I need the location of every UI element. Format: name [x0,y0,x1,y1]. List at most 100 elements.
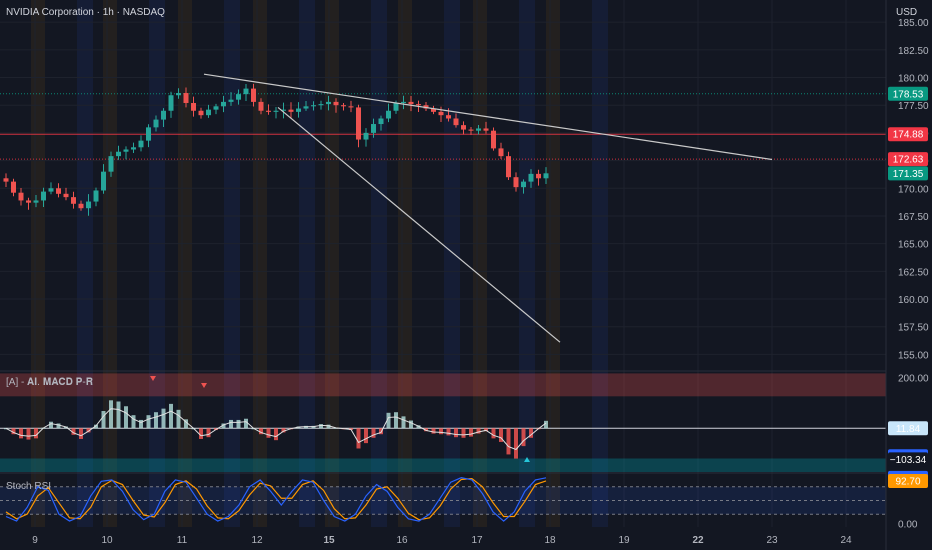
trendline-lower [277,106,561,343]
macd-histogram-bar [544,420,548,429]
macd-histogram-bar [161,408,166,429]
macd-oversold-zone [0,458,886,472]
macd-value-tag-bg [888,421,928,436]
candle-body [206,109,211,116]
candle-body [273,110,279,112]
candle-body [408,101,414,105]
price-tick-label: 177.50 [898,101,929,112]
macd-sell-marker [150,376,156,381]
price-tick-label: 162.50 [898,267,929,278]
time-tick-label: 23 [766,535,778,546]
macd-histogram-bar [79,428,83,439]
candle-body [26,200,31,203]
candle-body [183,93,189,103]
currency-label[interactable]: USD [896,7,917,18]
candle-body [101,171,106,191]
candle-body [483,128,489,131]
macd-sell-marker [201,383,207,388]
macd-value-tag: −103.34 [890,455,927,466]
candle-body [506,156,511,178]
macd-histogram-bar [514,428,518,459]
macd-histogram-bar [86,428,91,433]
macd-histogram-bar [101,411,106,429]
macd-histogram-bar [244,418,248,429]
candle-body [191,102,196,111]
price-tick-label: 165.00 [898,240,929,251]
macd-histogram-bar [274,428,278,441]
candle-body [461,125,466,130]
candle-body [71,197,76,204]
candle-body [543,173,549,179]
time-tick-label: 9 [32,535,38,546]
candle-body [176,93,181,96]
macd-histogram-bar [139,419,143,429]
time-tick-label: 17 [471,535,483,546]
last-price-tag-bg [888,166,928,181]
candle-body [446,115,451,119]
macd-histogram-bar [356,428,361,449]
candle-body [18,192,24,201]
candle-body [281,109,286,111]
macd-histogram-bar [506,428,511,455]
macd-histogram-bar [371,428,376,438]
trendline-upper [203,73,773,161]
macd-histogram-bar [259,428,263,435]
price-tick-label: 180.00 [898,74,929,85]
candle-body [168,95,174,111]
candle-body [378,118,384,125]
candle-body [243,88,249,95]
candle-body [476,128,481,131]
macd-buy-marker [524,457,530,462]
macd-histogram-bar [499,428,503,442]
macd-histogram-bar [439,428,443,435]
price-tick-label: 185.00 [898,18,929,29]
time-tick-label: 24 [840,535,852,546]
candle-body [236,94,241,100]
price-level-tag: 178.53 [893,89,924,100]
stoch-k-line [5,477,547,522]
price-tick-label: 157.50 [898,323,929,334]
macd-histogram-bar [401,416,406,429]
price-level-tag-bg [888,152,928,167]
candle-body [221,101,226,107]
macd-histogram-bar [34,428,38,439]
price-tick-label: 182.50 [898,46,929,57]
last-price-tag: 171.35 [893,169,924,180]
macd-value-tag-bg [888,452,928,467]
stoch-d-line [5,477,547,521]
candle-body [123,149,129,152]
candle-body [48,188,54,192]
macd-histogram-bar [266,428,271,438]
stoch-rsi-title: Stoch RSI [6,481,51,492]
candle-body [303,106,309,109]
macd-histogram-bar [206,428,211,438]
candle-body [513,177,519,188]
macd-value-tag: 11.84 [896,424,921,435]
macd-histogram-bar [176,409,181,429]
macd-histogram-bar [281,428,286,433]
candle-body [416,104,421,106]
candle-body [11,181,16,193]
candle-body [468,129,474,131]
macd-histogram-bar [484,428,488,432]
time-tick-label: 15 [323,535,335,546]
macd-histogram-bar [416,425,421,429]
candle-body [326,101,331,105]
macd-histogram-bar [229,419,233,429]
candle-body [356,107,361,140]
candle-body [213,106,219,110]
candle-body [371,124,376,133]
macd-signal-line [5,408,547,451]
macd-histogram-bar [319,424,323,429]
macd-histogram-bar [521,428,526,447]
macd-histogram-bar [409,420,413,429]
time-tick-label: 11 [177,535,188,546]
price-level-tag-bg [888,86,928,101]
candle-body [108,156,114,172]
candle-body [386,110,391,119]
candle-body [288,109,294,112]
macd-histogram-bar [236,419,241,429]
price-tick-label: 167.50 [898,212,929,223]
macd-histogram-bar [364,428,368,444]
